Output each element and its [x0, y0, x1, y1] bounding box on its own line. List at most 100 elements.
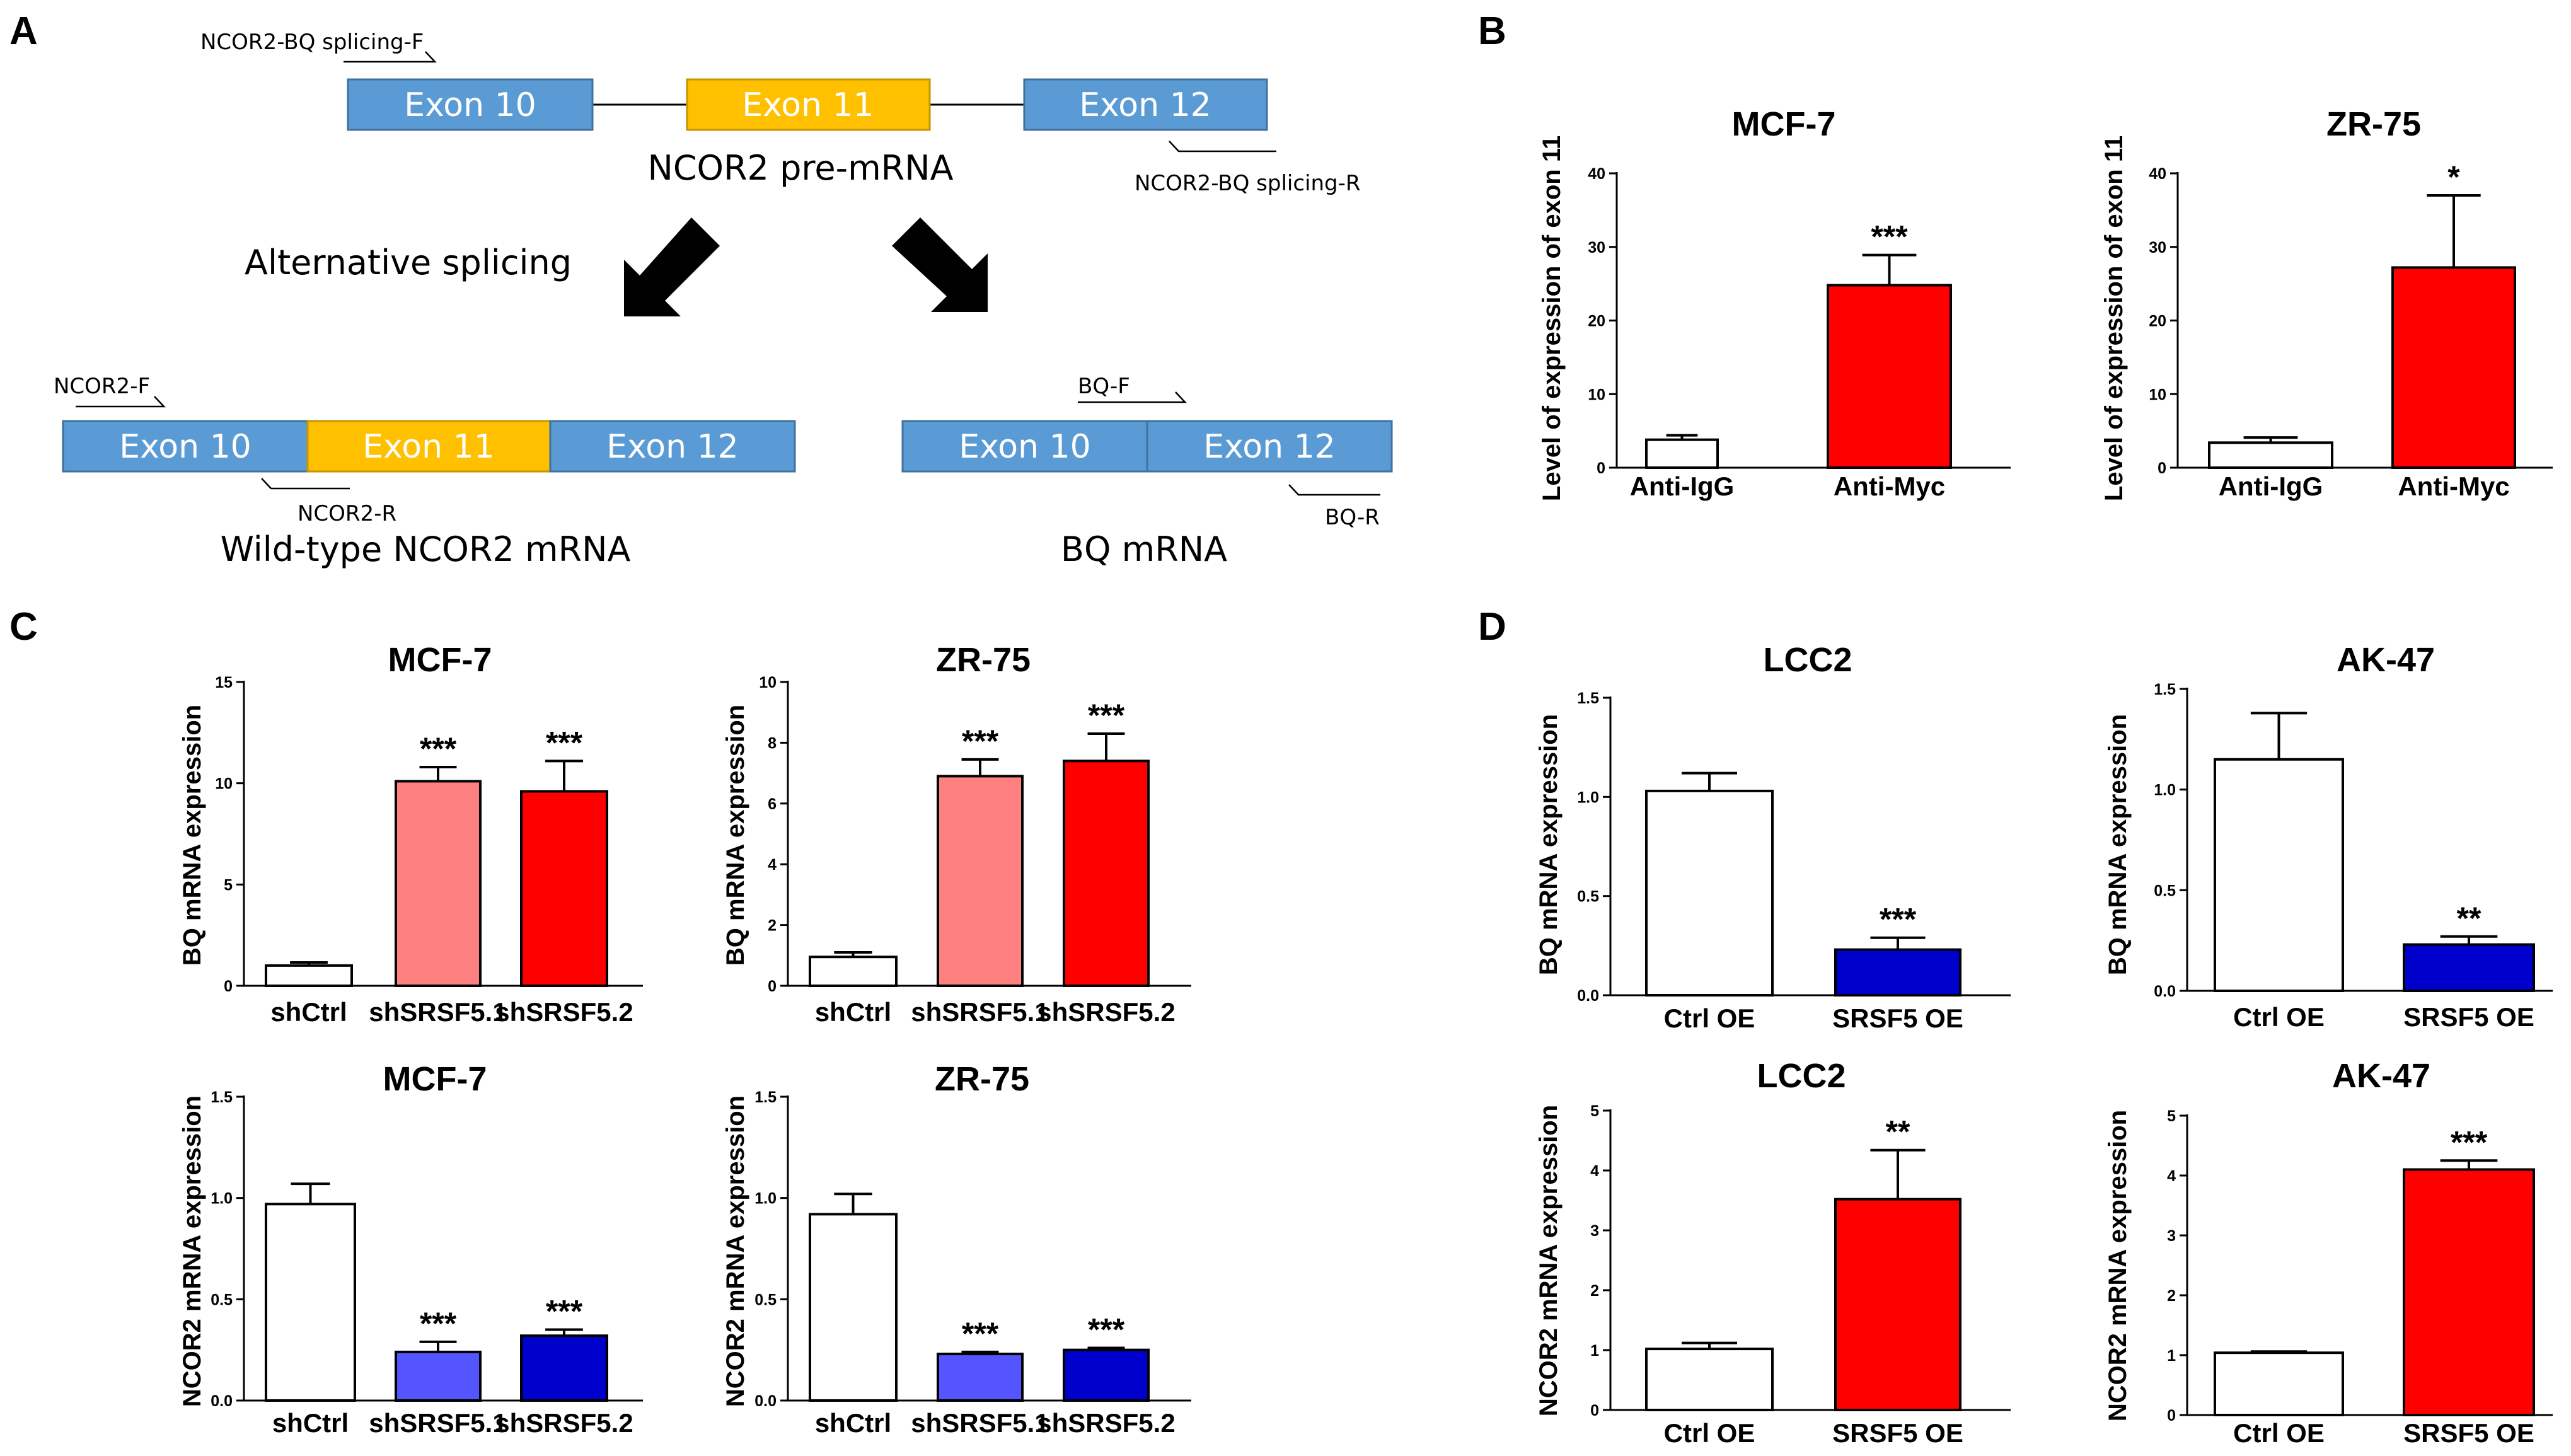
- y-tick-label: 4: [2167, 1167, 2176, 1185]
- y-tick-label: 4: [1590, 1162, 1599, 1180]
- exon-12-label: Exon 12: [1079, 86, 1211, 124]
- panel-letter-d: D: [1478, 605, 1506, 649]
- x-category-label: SRSF5 OE: [1832, 1003, 1963, 1033]
- y-tick-label: 0: [2167, 1407, 2176, 1424]
- y-tick-label: 0: [1597, 459, 1605, 477]
- y-tick-label: 1: [1590, 1342, 1599, 1360]
- wt-exon-12-label: Exon 12: [606, 428, 739, 466]
- chart-title: MCF-7: [1732, 105, 1836, 143]
- wild-type-mrna: Exon 10 Exon 11 Exon 12 NCOR2-F NCOR2-R …: [54, 374, 796, 569]
- y-tick-label: 40: [1588, 165, 1605, 183]
- x-category-label: shCtrl: [272, 1408, 349, 1438]
- chart-title: AK-47: [2337, 641, 2435, 679]
- chart-d-lcc2-bq: LCC2 BQ mRNA expression 0.0 0.5 1.0 1.5 Ctrl O…: [1535, 641, 2011, 1033]
- exon-12-box: [1023, 78, 1268, 131]
- chart-title: MCF-7: [383, 1060, 487, 1098]
- y-axis-label: NCOR2 mRNA expression: [722, 1095, 749, 1407]
- x-category-label: shSRSF5.1: [911, 997, 1049, 1027]
- x-category-label: shSRSF5.2: [495, 1408, 633, 1438]
- wt-primer-forward-label: NCOR2-F: [54, 374, 150, 399]
- chart-title: LCC2: [1757, 1057, 1846, 1095]
- bar-srsf5-oe: [1834, 948, 1961, 997]
- bar-ctrl-oe: [1645, 1348, 1774, 1412]
- y-tick-label: 15: [215, 674, 233, 691]
- x-category-label: shCtrl: [815, 997, 891, 1027]
- y-axis-label: Level of expression of exon 11: [2100, 136, 2128, 501]
- bq-primer-forward-arrow: [1078, 391, 1187, 403]
- bar-ctrl-oe: [2214, 1351, 2344, 1416]
- y-tick-label: 40: [2149, 165, 2166, 183]
- y-tick-label: 2: [1590, 1282, 1599, 1300]
- y-tick-label: 3: [1590, 1222, 1599, 1240]
- chart-b-zr75: ZR-75 Level of expression of exon 11 0 10 20…: [2100, 105, 2553, 501]
- y-tick-label: 1.5: [211, 1089, 233, 1106]
- pre-mrna-label: NCOR2 pre-mRNA: [647, 148, 953, 188]
- y-tick-label: 1.0: [211, 1190, 233, 1208]
- significance-marker: ***: [420, 731, 457, 766]
- x-category-label: Ctrl OE: [2233, 1002, 2325, 1032]
- bq-exon-10-label: Exon 10: [959, 428, 1091, 466]
- chart-title: ZR-75: [935, 1060, 1029, 1098]
- x-category-label: shSRSF5.2: [1037, 1408, 1175, 1438]
- bar-shsrsf5-1: [395, 1350, 482, 1402]
- significance-marker: ***: [1088, 698, 1125, 733]
- y-tick-label: 0.0: [1577, 987, 1599, 1005]
- x-category-label: shCtrl: [270, 997, 347, 1027]
- x-category-label: shSRSF5.1: [369, 1408, 507, 1438]
- y-tick-label: 10: [1588, 386, 1605, 403]
- y-tick-label: 0.5: [211, 1291, 233, 1309]
- y-axis-label: NCOR2 mRNA expression: [178, 1095, 206, 1407]
- exon-11-label: Exon 11: [742, 86, 874, 124]
- y-tick-label: 5: [224, 876, 233, 894]
- chart-title: MCF-7: [388, 641, 492, 679]
- splice-arrow-right: [892, 217, 988, 312]
- wild-type-label: Wild-type NCOR2 mRNA: [221, 529, 631, 569]
- chart-title: ZR-75: [936, 641, 1031, 679]
- chart-d-ak47-ncor2: AK-47 NCOR2 mRNA expression 0 1 2 3 4 5 Ctrl OE S…: [2104, 1057, 2553, 1448]
- bar-ctrl-oe: [2214, 758, 2344, 993]
- y-tick-label: 10: [215, 775, 233, 793]
- significance-marker: ***: [546, 725, 583, 760]
- y-tick-label: 1.0: [2154, 782, 2176, 799]
- y-tick-label: 1.5: [2154, 681, 2176, 698]
- x-category-label: shCtrl: [815, 1408, 891, 1438]
- bq-exon-12-box: [1146, 420, 1393, 473]
- y-tick-label: 20: [2149, 313, 2166, 330]
- bar-anti-igg: [1645, 438, 1719, 470]
- y-tick-label: 0.5: [754, 1291, 777, 1309]
- y-tick-label: 8: [768, 734, 777, 752]
- chart-title: LCC2: [1763, 641, 1852, 679]
- bq-mrna-label: BQ mRNA: [1061, 529, 1227, 569]
- significance-marker: ***: [1871, 219, 1908, 255]
- x-category-label: SRSF5 OE: [2403, 1418, 2534, 1448]
- bar-shctrl: [809, 1213, 898, 1402]
- y-tick-label: 0.0: [2154, 983, 2176, 1000]
- bar-shctrl: [265, 1203, 356, 1402]
- y-tick-label: 1.5: [754, 1089, 777, 1106]
- bar-srsf5-oe: [1834, 1198, 1961, 1411]
- y-tick-label: 1: [2167, 1347, 2176, 1365]
- bar-shsrsf5-1: [937, 1353, 1024, 1402]
- y-axis-label: BQ mRNA expression: [722, 705, 749, 966]
- bar-shctrl: [265, 964, 353, 988]
- y-tick-label: 2: [768, 917, 777, 935]
- x-category-label: SRSF5 OE: [2403, 1002, 2534, 1032]
- bar-anti-myc: [1827, 284, 1952, 469]
- y-tick-label: 0: [768, 978, 777, 995]
- y-tick-label: 1.5: [1577, 690, 1599, 707]
- y-tick-label: 5: [2167, 1107, 2176, 1125]
- y-tick-label: 0.0: [211, 1392, 233, 1410]
- bar-shctrl: [809, 956, 898, 987]
- bar-anti-igg: [2208, 441, 2333, 469]
- bar-srsf5-oe: [2403, 1168, 2535, 1416]
- alternative-splicing-label: Alternative splicing: [245, 243, 572, 282]
- y-tick-label: 0.5: [1577, 888, 1599, 906]
- bar-srsf5-oe: [2403, 943, 2535, 993]
- significance-marker: ***: [962, 724, 999, 759]
- chart-b-mcf7: MCF-7 Level of expression of exon 11 0 10 20…: [1538, 105, 2011, 501]
- pre-mrna: Exon 10 Exon 11 Exon 12 NCOR2 pre-mRNA N…: [200, 30, 1361, 196]
- x-category-label: shSRSF5.1: [369, 997, 507, 1027]
- x-category-label: SRSF5 OE: [1832, 1418, 1963, 1448]
- y-tick-label: 1.0: [754, 1190, 777, 1208]
- y-tick-label: 10: [2149, 386, 2166, 403]
